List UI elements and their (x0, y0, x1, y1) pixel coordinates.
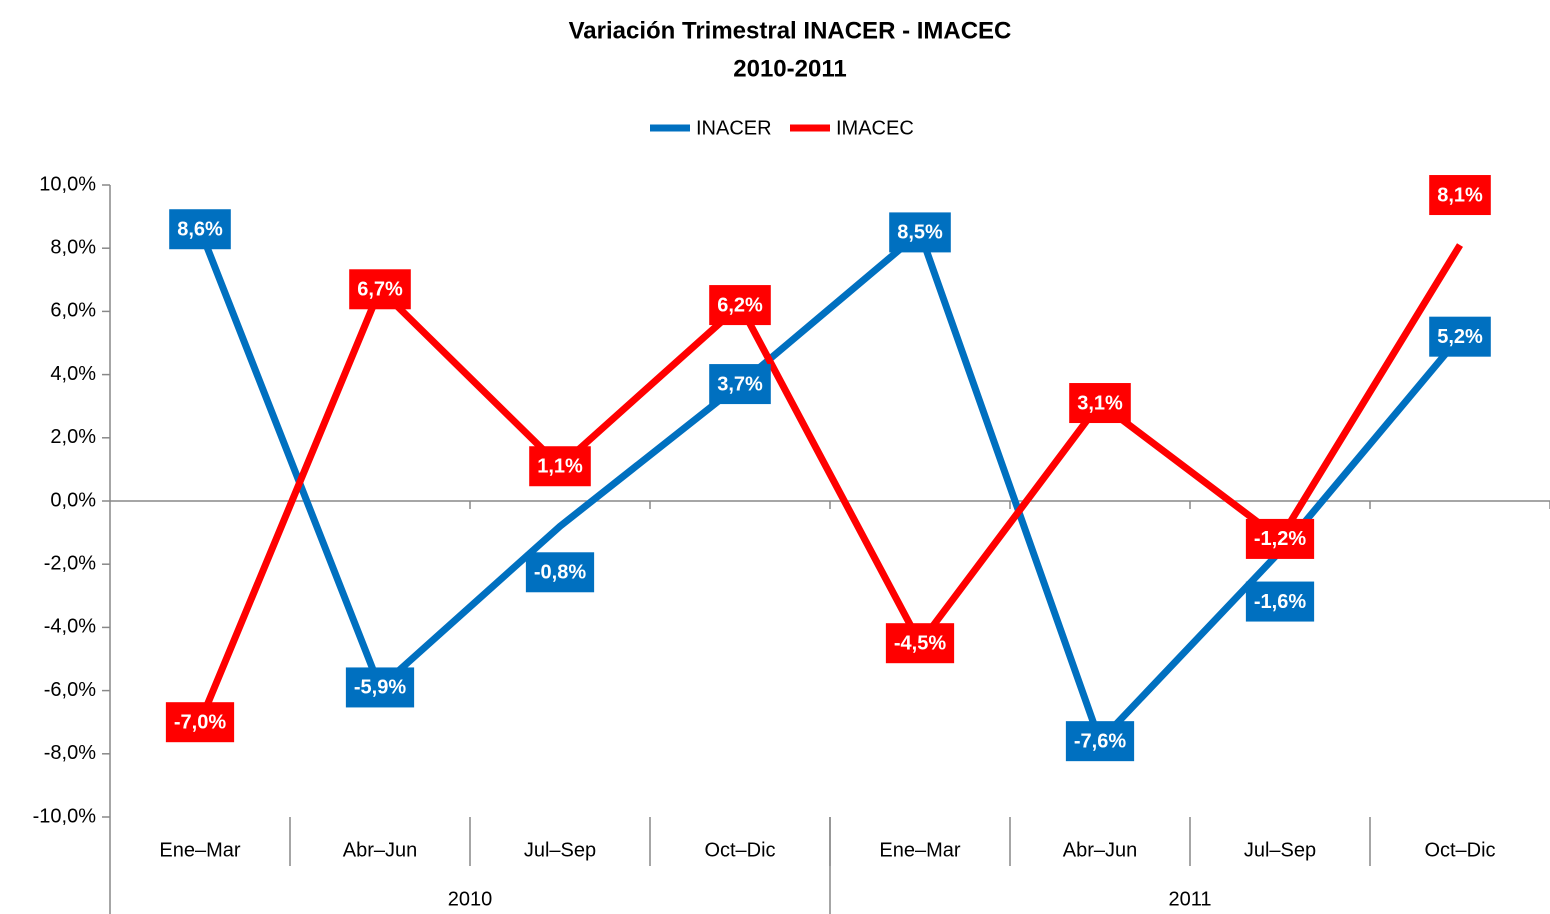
x-tick-label: Oct–Dic (704, 839, 775, 861)
data-label-text: 8,6% (177, 219, 223, 241)
data-label: 8,5% (889, 212, 951, 253)
data-label-text: -5,9% (354, 677, 406, 699)
data-label-text: -0,8% (534, 562, 586, 584)
y-tick-label: -8,0% (44, 742, 96, 764)
data-label: 5,2% (1429, 316, 1491, 357)
data-label-box (1429, 316, 1491, 357)
y-tick-label: -2,0% (44, 552, 96, 574)
data-label: 8,6% (169, 209, 231, 250)
group-label: 2011 (1168, 888, 1211, 910)
x-tick-label: Ene–Mar (879, 839, 960, 861)
data-label-text: 6,2% (717, 294, 763, 316)
data-label: 3,7% (709, 364, 771, 405)
data-label-box (889, 212, 951, 253)
data-label-text: -1,2% (1254, 528, 1306, 550)
x-tick-label: Jul–Sep (1244, 839, 1316, 861)
data-label-text: -7,0% (174, 711, 226, 733)
data-label: -4,5% (885, 623, 955, 664)
data-label-text: 8,5% (897, 222, 943, 244)
data-label: 1,1% (529, 446, 591, 487)
y-tick-label: 8,0% (50, 236, 96, 258)
data-label: 8,1% (1429, 175, 1491, 216)
data-label-text: -1,6% (1254, 591, 1306, 613)
data-label-box (709, 364, 771, 405)
data-label-box (709, 285, 771, 326)
series-line (196, 243, 1463, 724)
data-label-text: 3,1% (1077, 392, 1123, 414)
y-tick-label: -10,0% (33, 805, 97, 827)
data-label-box (1429, 175, 1491, 216)
data-label-text: 3,7% (717, 373, 763, 395)
y-tick-label: 2,0% (50, 426, 96, 448)
data-label-box (1065, 721, 1135, 762)
data-label-text: 1,1% (537, 456, 583, 478)
data-label-text: -4,5% (894, 632, 946, 654)
chart-subtitle: 2010-2011 (733, 55, 846, 82)
x-tick-label: Abr–Jun (343, 839, 418, 861)
data-label-box (885, 623, 955, 664)
data-label-box (525, 552, 595, 593)
data-label: 6,7% (349, 269, 411, 310)
data-label-text: 6,7% (357, 279, 403, 301)
data-label: 3,1% (1069, 383, 1131, 424)
data-label: -7,6% (1065, 721, 1135, 762)
data-label-text: -7,6% (1074, 730, 1126, 752)
data-label-box (345, 667, 415, 708)
x-tick-label: Abr–Jun (1063, 839, 1138, 861)
data-label: -0,8% (525, 552, 595, 593)
y-tick-label: -4,0% (44, 616, 96, 638)
x-tick-label: Ene–Mar (159, 839, 240, 861)
y-tick-label: -6,0% (44, 679, 96, 701)
data-label: -1,2% (1245, 518, 1315, 559)
data-label-box (165, 702, 235, 743)
data-label-box (529, 446, 591, 487)
data-label-box (169, 209, 231, 250)
data-label-box (349, 269, 411, 310)
data-label: 6,2% (709, 285, 771, 326)
data-label-box (1245, 518, 1315, 559)
data-label-text: 5,2% (1437, 326, 1483, 348)
group-label: 2010 (448, 888, 493, 910)
x-tick-label: Oct–Dic (1424, 839, 1495, 861)
data-label: -7,0% (165, 702, 235, 743)
legend-label: IMACEC (836, 117, 914, 139)
data-label-box (1245, 581, 1315, 622)
data-label: -5,9% (345, 667, 415, 708)
legend-label: INACER (696, 117, 772, 139)
data-label: -1,6% (1245, 581, 1315, 622)
y-tick-label: 6,0% (50, 300, 96, 322)
y-tick-label: 4,0% (50, 363, 96, 385)
data-label-text: 8,1% (1437, 184, 1483, 206)
y-tick-label: 0,0% (50, 489, 96, 511)
data-label-box (1069, 383, 1131, 424)
y-tick-label: 10,0% (39, 173, 96, 195)
chart-title: Variación Trimestral INACER - IMACEC (569, 17, 1012, 44)
x-tick-label: Jul–Sep (524, 839, 596, 861)
